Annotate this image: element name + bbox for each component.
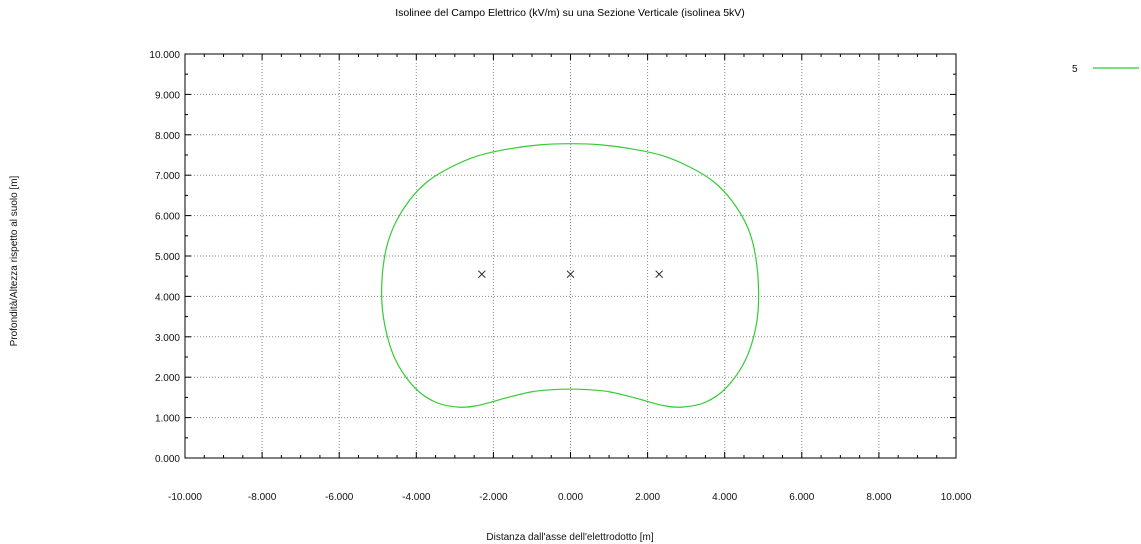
y-tick-label: 6.000 bbox=[155, 212, 180, 223]
y-tick-labels: 0.000 1.000 2.000 3.000 4.000 5.000 6.000 7.000… bbox=[149, 50, 180, 465]
x-tick-label: -8.000 bbox=[248, 492, 277, 503]
conductor-markers bbox=[477, 270, 664, 279]
y-tick-label: 0.000 bbox=[155, 454, 180, 465]
series-layer bbox=[381, 143, 760, 408]
conductor-marker bbox=[655, 270, 664, 279]
conductor-marker bbox=[477, 270, 486, 279]
y-tick-label: 3.000 bbox=[155, 333, 180, 344]
x-tick-label: -4.000 bbox=[402, 492, 431, 503]
conductor-marker bbox=[566, 270, 575, 279]
x-tick-label: 4.000 bbox=[712, 492, 737, 503]
y-tick-label: 4.000 bbox=[155, 292, 180, 303]
chart-title: Isolinee del Campo Elettrico (kV/m) su u… bbox=[395, 7, 745, 19]
y-tick-label: 10.000 bbox=[149, 50, 180, 61]
x-tick-label: -2.000 bbox=[479, 492, 508, 503]
x-tick-label: 2.000 bbox=[635, 492, 660, 503]
y-tick-label: 9.000 bbox=[155, 90, 180, 101]
y-tick-label: 1.000 bbox=[155, 414, 180, 425]
x-tick-label: 10.000 bbox=[941, 492, 972, 503]
x-tick-label: -6.000 bbox=[325, 492, 354, 503]
isoline-5kv bbox=[381, 143, 760, 408]
y-tick-label: 7.000 bbox=[155, 171, 180, 182]
grid bbox=[185, 54, 956, 458]
x-tick-label: 8.000 bbox=[866, 492, 891, 503]
legend-label: 5 bbox=[1072, 64, 1078, 75]
axis-ticks bbox=[184, 53, 957, 459]
x-tick-labels: -10.000 -8.000 -6.000 -4.000 -2.000 0.000 2.00… bbox=[168, 492, 972, 503]
x-tick-label: -10.000 bbox=[168, 492, 202, 503]
x-axis-label: Distanza dall'asse dell'elettrodotto [m] bbox=[486, 532, 653, 543]
x-tick-label: 6.000 bbox=[789, 492, 814, 503]
y-axis-label: Profondità/Altezza rispetto al suolo [m] bbox=[9, 175, 20, 346]
x-tick-label: 0.000 bbox=[558, 492, 583, 503]
legend: 5 bbox=[1072, 64, 1139, 75]
y-tick-label: 5.000 bbox=[155, 252, 180, 263]
y-tick-label: 2.000 bbox=[155, 373, 180, 384]
y-tick-label: 8.000 bbox=[155, 131, 180, 142]
